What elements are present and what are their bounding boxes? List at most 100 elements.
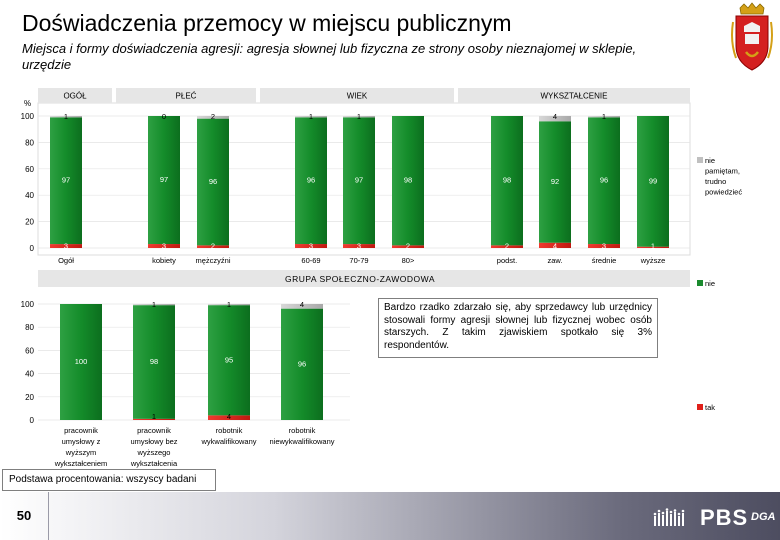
chart1-bar-nie bbox=[491, 116, 523, 246]
chart1-bar-nie bbox=[539, 121, 571, 243]
chart1-data-label-tak: 3 bbox=[357, 242, 361, 251]
chart2-category-label: robotnik niewykwalifikowany bbox=[269, 426, 334, 446]
chart1-bar-nie bbox=[148, 116, 180, 245]
chart1-bar-tak bbox=[539, 242, 571, 248]
legend-swatch-nie-pamietam bbox=[697, 157, 703, 163]
chart1-data-label-tak: 4 bbox=[553, 242, 557, 251]
chart1-category-label: zaw. bbox=[547, 256, 562, 265]
chart1-data-label-nie: 98 bbox=[404, 176, 412, 185]
page-title: Doświadczenia przemocy w miejscu publicz… bbox=[22, 10, 512, 36]
chart1-bar-tak bbox=[637, 246, 669, 248]
chart1-data-label-tak: 2 bbox=[211, 242, 215, 251]
chart2-bars: 100 1 98 1 4 95 1 96 4 bbox=[60, 300, 323, 421]
chart2-ytick-label: 80 bbox=[25, 323, 34, 332]
chart1-bar-tak bbox=[148, 244, 180, 248]
chart1-data-label-nie: 96 bbox=[600, 176, 608, 185]
chart1-category-labels: Ogół kobiety mężczyźni 60-69 70-79 80> podst. z… bbox=[58, 256, 665, 265]
chart1-category-label: wyższe bbox=[640, 256, 666, 265]
chart1-data-label-nie: 97 bbox=[355, 176, 363, 185]
chart2-ytick-label: 60 bbox=[25, 346, 34, 355]
chart1-category-label: średnie bbox=[592, 256, 617, 265]
chart2-bar-tak bbox=[208, 415, 250, 420]
chart2-bar-nie bbox=[133, 305, 175, 419]
chart1-group-header-box bbox=[116, 88, 256, 103]
chart1-bar-tak bbox=[491, 245, 523, 248]
chart2-ytick-label: 0 bbox=[30, 416, 35, 425]
chart1-category-label: kobiety bbox=[152, 256, 176, 265]
chart2-bar-nie-pamietam bbox=[208, 304, 250, 306]
chart1-category-label: 80> bbox=[402, 256, 415, 265]
chart2-bar-nie-pamietam bbox=[133, 304, 175, 306]
chart1-group-header-box bbox=[260, 88, 454, 103]
dga-logo: DGA bbox=[751, 511, 776, 523]
chart2-data-label-tak: 4 bbox=[227, 412, 231, 421]
legend-swatch-tak bbox=[697, 404, 703, 410]
legend: nie pamiętam, trudno powiedzieć nie tak bbox=[697, 156, 742, 412]
chart1-bar-nie-pamietam bbox=[539, 116, 571, 122]
chart1-data-label-tak: 3 bbox=[602, 242, 606, 251]
chart1-data-label-nie: 92 bbox=[551, 177, 559, 186]
chart1-ytick-label: 100 bbox=[21, 112, 35, 121]
chart1-category-label: 60-69 bbox=[301, 256, 320, 265]
chart1-bar-nie-pamietam bbox=[197, 116, 229, 119]
chart2-category-labels: pracownik umysłowy z wyższym wykształceniem… bbox=[54, 426, 335, 468]
chart2-ytick-label: 100 bbox=[21, 300, 35, 309]
chart2-ytick-label: 40 bbox=[25, 370, 34, 379]
chart2-data-label-tak: 1 bbox=[152, 412, 156, 421]
chart2-category-label: robotnik wykwalifikowany bbox=[200, 426, 256, 446]
charts-canvas: % OGÓŁ PŁEĆ WIEK WYKSZTAŁCENIE 020406080100… bbox=[21, 88, 742, 468]
chart1-bar-tak bbox=[197, 245, 229, 248]
chart2-bar-nie-pamietam bbox=[281, 304, 323, 309]
chart2-bar-nie bbox=[281, 308, 323, 420]
city-crest-logo bbox=[731, 2, 773, 71]
chart1-ytick-label: 0 bbox=[30, 244, 35, 253]
chart1-bar-nie-pamietam bbox=[50, 116, 82, 118]
chart1-bar-nie bbox=[197, 118, 229, 246]
chart1-group-header-label: OGÓŁ bbox=[63, 92, 87, 101]
chart1-data-label-nie-pamietam: 1 bbox=[602, 112, 606, 121]
chart2-data-label-nie-pamietam: 4 bbox=[300, 300, 304, 309]
chart1-data-label-nie-pamietam: 2 bbox=[211, 112, 215, 121]
chart1-bars: 3 97 1 3 97 0 2 96 2 3 96 1 3 97 1 2 98 2 98 4 92 4 3 96 1 1 99 bbox=[50, 112, 669, 251]
chart2-title: GRUPA SPOŁECZNO-ZAWODOWA bbox=[285, 274, 435, 284]
chart2-data-label-nie: 100 bbox=[75, 357, 88, 366]
chart2-bar-nie bbox=[60, 304, 102, 420]
chart1-ytick-label: 60 bbox=[25, 165, 34, 174]
legend-label-nie: nie bbox=[705, 279, 715, 288]
chart1-ytick-label: 20 bbox=[25, 218, 34, 227]
chart1-data-label-nie-pamietam: 0 bbox=[162, 112, 166, 121]
chart1-data-label-nie: 97 bbox=[62, 176, 70, 185]
chart1-ytick-label: 40 bbox=[25, 191, 34, 200]
chart1-data-label-tak: 3 bbox=[64, 242, 68, 251]
commentary-note: Bardzo rzadko zdarzało się, aby sprzedaw… bbox=[378, 298, 658, 358]
chart1-category-label: 70-79 bbox=[349, 256, 368, 265]
chart1-bar-tak bbox=[343, 244, 375, 248]
chart1-data-label-tak: 2 bbox=[505, 242, 509, 251]
chart1-category-label: podst. bbox=[497, 256, 517, 265]
page-subtitle: Miejsca i formy doświadczenia agresji: a… bbox=[22, 41, 637, 72]
chart1-data-label-nie: 97 bbox=[160, 175, 168, 184]
chart1-bar-tak bbox=[50, 244, 82, 248]
pbs-people-icon bbox=[653, 508, 685, 526]
chart1-data-label-nie: 96 bbox=[209, 177, 217, 186]
chart1-data-label-nie-pamietam: 1 bbox=[357, 112, 361, 121]
chart1-bar-tak bbox=[392, 245, 424, 248]
chart1-ytick-label: 80 bbox=[25, 138, 34, 147]
chart1-bar-nie-pamietam bbox=[588, 116, 620, 118]
chart2-data-label-nie: 98 bbox=[150, 357, 158, 366]
chart1-bar-nie bbox=[637, 116, 669, 247]
chart1-group-header-box bbox=[458, 88, 690, 103]
chart1-data-label-nie: 98 bbox=[503, 176, 511, 185]
legend-label-nie-pamietam: nie pamiętam, trudno powiedzieć bbox=[705, 156, 742, 197]
footer-divider bbox=[48, 492, 49, 540]
chart1-bar-nie-pamietam bbox=[343, 116, 375, 118]
chart1-bar-nie bbox=[588, 117, 620, 245]
chart1-data-label-tak: 2 bbox=[406, 242, 410, 251]
chart2-bar-tak bbox=[133, 418, 175, 420]
legend-swatch-nie bbox=[697, 280, 703, 286]
percentage-base-note: Podstawa procentowania: wszyscy badani bbox=[2, 469, 216, 491]
chart1-data-label-tak: 3 bbox=[309, 242, 313, 251]
chart1-bar-nie bbox=[295, 117, 327, 245]
chart1-data-label-tak: 1 bbox=[651, 242, 655, 251]
chart2-data-label-nie-pamietam: 1 bbox=[227, 300, 231, 309]
